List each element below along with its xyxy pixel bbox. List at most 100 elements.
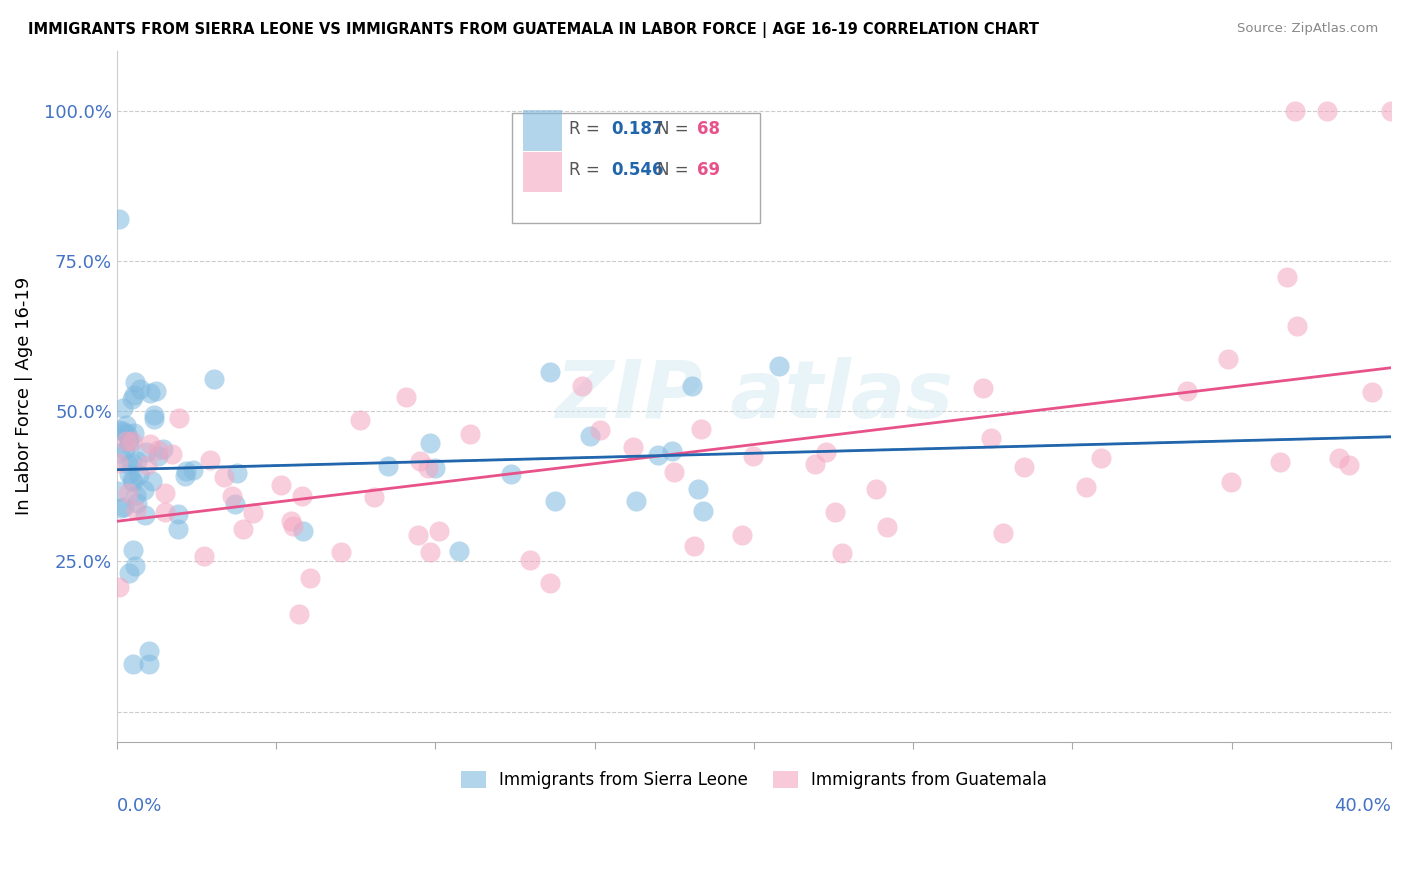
Point <box>731 527 754 541</box>
Text: Source: ZipAtlas.com: Source: ZipAtlas.com <box>1237 22 1378 36</box>
Point <box>138 644 160 658</box>
Point <box>202 372 225 386</box>
Point <box>419 545 441 559</box>
Text: ZIP atlas: ZIP atlas <box>555 357 953 435</box>
Point <box>589 423 612 437</box>
Point <box>135 445 157 459</box>
Point <box>134 483 156 498</box>
Point <box>162 447 184 461</box>
FancyBboxPatch shape <box>523 110 561 151</box>
Point <box>1218 352 1240 367</box>
Point <box>538 365 561 379</box>
Point <box>1339 458 1361 472</box>
Point <box>363 490 385 504</box>
Point <box>127 454 149 468</box>
Point <box>114 434 136 448</box>
Point <box>682 379 704 393</box>
Point <box>815 445 838 459</box>
Point <box>447 543 470 558</box>
Point <box>683 539 706 553</box>
Point <box>329 545 352 559</box>
Point <box>1379 103 1402 118</box>
Text: N =: N = <box>657 161 695 179</box>
Point <box>118 566 141 580</box>
Point <box>108 580 131 594</box>
Point <box>153 505 176 519</box>
Text: IMMIGRANTS FROM SIERRA LEONE VS IMMIGRANTS FROM GUATEMALA IN LABOR FORCE | AGE 1: IMMIGRANTS FROM SIERRA LEONE VS IMMIGRAN… <box>28 22 1039 38</box>
Point <box>621 440 644 454</box>
Point <box>1277 270 1299 285</box>
Point <box>1285 319 1308 334</box>
Point <box>117 457 139 471</box>
Point <box>865 483 887 497</box>
Point <box>395 390 418 404</box>
Point <box>270 477 292 491</box>
Point <box>232 522 254 536</box>
Point <box>692 504 714 518</box>
Legend: Immigrants from Sierra Leone, Immigrants from Guatemala: Immigrants from Sierra Leone, Immigrants… <box>454 764 1054 796</box>
Point <box>146 442 169 457</box>
Point <box>117 437 139 451</box>
Point <box>423 460 446 475</box>
Point <box>290 489 312 503</box>
Point <box>135 458 157 472</box>
Point <box>972 381 994 395</box>
Point <box>121 434 143 449</box>
Point <box>876 520 898 534</box>
Point <box>121 392 143 406</box>
Point <box>153 485 176 500</box>
Point <box>122 425 145 440</box>
Point <box>768 359 790 373</box>
Point <box>152 442 174 456</box>
Point <box>121 457 143 471</box>
Point <box>299 571 322 585</box>
Point <box>118 467 141 481</box>
Text: N =: N = <box>657 120 695 137</box>
Point <box>134 508 156 522</box>
Point <box>167 507 190 521</box>
Y-axis label: In Labor Force | Age 16-19: In Labor Force | Age 16-19 <box>15 277 32 516</box>
Point <box>221 489 243 503</box>
Point <box>458 427 481 442</box>
Point <box>121 475 143 490</box>
Point <box>427 524 450 538</box>
Point <box>831 546 853 560</box>
Point <box>138 437 160 451</box>
Point <box>1175 384 1198 398</box>
Text: R =: R = <box>569 161 605 179</box>
Point <box>174 464 197 478</box>
Point <box>125 496 148 510</box>
Point <box>242 506 264 520</box>
Point <box>288 607 311 622</box>
Point <box>647 448 669 462</box>
Text: 69: 69 <box>696 161 720 179</box>
Point <box>107 446 129 460</box>
Text: 0.0%: 0.0% <box>117 797 162 815</box>
Point <box>145 384 167 399</box>
Point <box>280 515 302 529</box>
Point <box>128 468 150 483</box>
Point <box>662 465 685 479</box>
Point <box>183 463 205 477</box>
Point <box>377 458 399 473</box>
Point <box>419 436 441 450</box>
Point <box>125 488 148 502</box>
Point <box>224 498 246 512</box>
Point <box>991 526 1014 541</box>
Point <box>167 411 190 425</box>
Point <box>108 424 131 438</box>
Point <box>214 469 236 483</box>
Point <box>112 500 135 514</box>
Point <box>193 549 215 563</box>
Point <box>107 484 129 499</box>
Point <box>418 460 440 475</box>
Point <box>110 500 132 515</box>
Point <box>108 211 131 226</box>
Point <box>281 518 304 533</box>
Point <box>689 422 711 436</box>
Point <box>115 426 138 441</box>
Text: R =: R = <box>569 120 605 137</box>
Point <box>129 382 152 396</box>
Point <box>112 401 135 415</box>
Point <box>519 553 541 567</box>
